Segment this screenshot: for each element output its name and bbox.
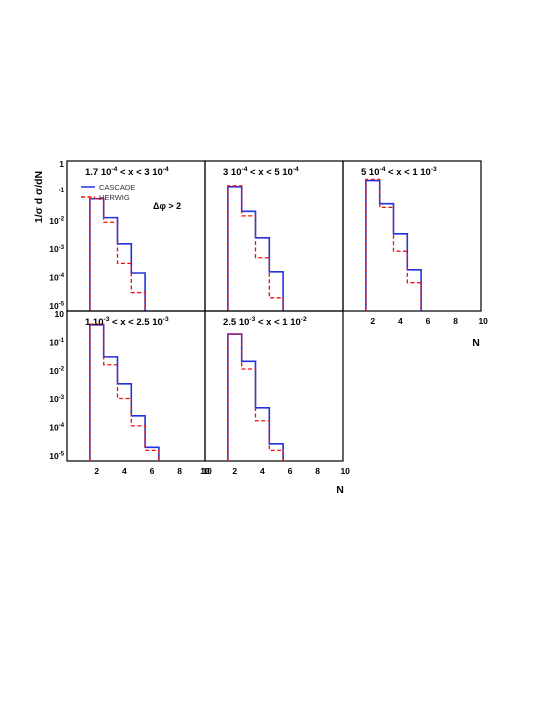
- y-tick-label: 10-5: [49, 301, 64, 311]
- x-tick-label: 8: [177, 466, 182, 476]
- x-tick-label: 2: [232, 466, 237, 476]
- panel-bottom-left: 1 10-3 < x < 2.5 10-3 10 10-1 10-2 10-3 10-4 1…: [49, 309, 212, 476]
- y-tick-label: 10-3: [49, 394, 64, 404]
- x-tick-label: 10: [340, 466, 350, 476]
- panel-top-right: 5 10-4 < x < 1 10-3 2 4 6 8 10: [342, 160, 488, 326]
- x-tick-label: 2: [370, 316, 375, 326]
- x-tick-label: 10: [200, 466, 210, 476]
- x-tick-label: 8: [315, 466, 320, 476]
- x-tick-label: 4: [122, 466, 127, 476]
- panel-bottom-middle: 2.5 10-3 < x < 1 10-2 10 2 4 6 8 10: [200, 310, 350, 476]
- x-tick-label: 4: [398, 316, 403, 326]
- x-tick-label: 6: [150, 466, 155, 476]
- series-herwig-line: [89, 198, 146, 311]
- x-tick-label: 6: [426, 316, 431, 326]
- y-tick-label: 10-2: [49, 216, 64, 226]
- panel-frame: [342, 160, 482, 312]
- panel-frame: [204, 160, 344, 312]
- series-herwig-line: [365, 178, 422, 311]
- x-tick-label: 10: [478, 316, 488, 326]
- x-tick-label: 8: [453, 316, 458, 326]
- panel-title: 1 10-3 < x < 2.5 10-3: [85, 316, 169, 328]
- x-axis-title-bottom: N: [336, 484, 344, 496]
- legend-label-herwig: HERWIG: [99, 193, 130, 202]
- series-cascade-line: [89, 324, 160, 461]
- x-axis-title-right: N: [472, 337, 480, 349]
- x-tick-label: 6: [288, 466, 293, 476]
- y-tick-label: 10-2: [49, 366, 64, 376]
- series-cascade-line: [365, 179, 422, 311]
- panel-top-middle: 3 10-4 < x < 5 10-4: [204, 160, 344, 312]
- panel-title: 3 10-4 < x < 5 10-4: [223, 166, 299, 178]
- y-tick-label: 10-3: [49, 244, 64, 254]
- series-herwig-line: [227, 185, 284, 311]
- y-tick-label: 10-4: [49, 273, 64, 283]
- x-tick-label: 10: [202, 466, 212, 476]
- series-herwig-line: [227, 333, 284, 461]
- panel-frame: [66, 160, 206, 312]
- y-tick-label: 10-4: [49, 423, 64, 433]
- x-tick-label: 4: [260, 466, 265, 476]
- y-tick-label: 10-1: [49, 337, 64, 347]
- panel-title: 1.7 10-4 < x < 3 10-4: [85, 166, 169, 178]
- panel-frame: [204, 310, 344, 462]
- y-tick-label: 10-5: [49, 451, 64, 461]
- panel-title: 5 10-4 < x < 1 10-3: [361, 166, 437, 178]
- panel-frame: [66, 310, 206, 462]
- x-tick-label: 2: [94, 466, 99, 476]
- y-tick-label: 1: [59, 159, 64, 169]
- delta-phi-label: Δφ > 2: [153, 201, 181, 211]
- y-tick-label: -1: [59, 188, 65, 194]
- y-tick-label: 10: [55, 309, 65, 319]
- series-herwig-line: [89, 323, 160, 461]
- legend-label-cascade: CASCADE: [99, 183, 135, 192]
- y-axis-title: 1/σ d σ/dN: [33, 171, 45, 223]
- panel-title: 2.5 10-3 < x < 1 10-2: [223, 316, 307, 328]
- panel-top-left: 1.7 10-4 < x < 3 10-4 1 -1 10-2 10-3 10-4 10-5…: [49, 159, 206, 312]
